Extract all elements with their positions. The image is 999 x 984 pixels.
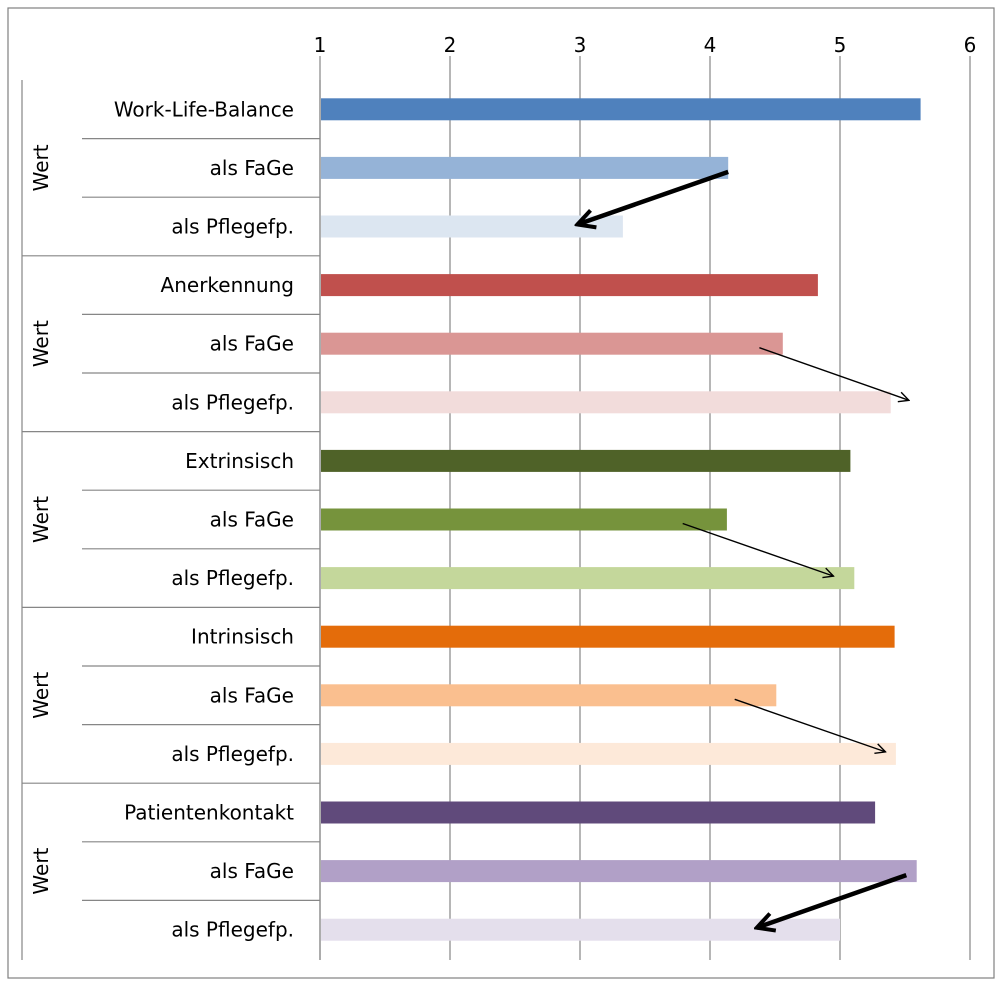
x-tick-label: 1 (314, 33, 327, 57)
bar (321, 156, 729, 179)
category-label: als Pflegefp. (171, 215, 294, 239)
category-label: als Pflegefp. (171, 566, 294, 590)
bar (321, 625, 895, 648)
category-label: Intrinsisch (191, 625, 294, 649)
category-label: Work-Life-Balance (114, 97, 294, 121)
trend-arrow (759, 347, 909, 401)
bar (321, 215, 623, 238)
bar (321, 332, 783, 355)
category-label: Patientenkontakt (124, 801, 294, 825)
bar (321, 98, 921, 121)
trend-arrow (682, 522, 834, 577)
x-tick-label: 4 (704, 33, 717, 57)
trend-arrow (757, 872, 908, 928)
x-tick-label: 6 (964, 33, 977, 57)
category-label: Extrinsisch (185, 449, 294, 473)
chart-frame (7, 7, 995, 979)
bar (321, 742, 896, 765)
group-label: Wert (29, 847, 53, 894)
category-label: als Pflegefp. (171, 918, 294, 942)
category-label: als FaGe (210, 156, 294, 180)
group-label: Wert (29, 496, 53, 543)
bar (321, 860, 917, 883)
category-label: Anerkennung (161, 273, 294, 297)
bar (321, 684, 777, 707)
trend-arrow (577, 169, 729, 225)
category-label: als FaGe (210, 683, 294, 707)
bar (321, 391, 891, 414)
trend-arrow (734, 698, 886, 752)
group-label: Wert (29, 672, 53, 719)
x-tick-label: 3 (574, 33, 587, 57)
category-label: als Pflegefp. (171, 390, 294, 414)
category-label: als FaGe (210, 859, 294, 883)
x-tick-label: 2 (444, 33, 457, 57)
category-label: als FaGe (210, 508, 294, 532)
bar (321, 508, 727, 531)
category-label: als Pflegefp. (171, 742, 294, 766)
group-label: Wert (29, 144, 53, 191)
bar (321, 449, 851, 472)
x-tick-label: 5 (834, 33, 847, 57)
group-label: Wert (29, 320, 53, 367)
bar (321, 274, 818, 297)
bar (321, 801, 876, 824)
bar (321, 918, 840, 941)
bar (321, 567, 855, 590)
category-label: als FaGe (210, 332, 294, 356)
